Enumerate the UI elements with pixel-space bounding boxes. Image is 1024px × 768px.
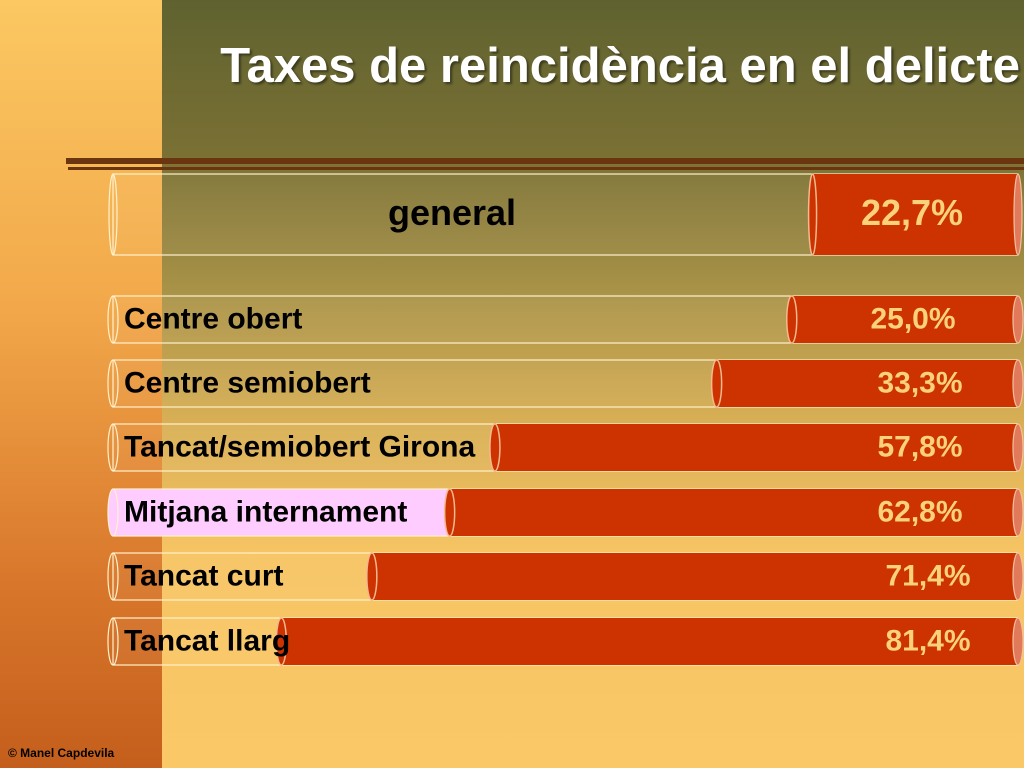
category-row-bar-end-cap [1012, 488, 1024, 537]
category-row-track-cap [107, 617, 119, 666]
category-row-bar-start-cap [786, 295, 798, 344]
summary-bar [812, 174, 1018, 255]
category-row-bar-end-cap [1012, 617, 1024, 666]
category-row-bar-start-cap [710, 359, 723, 408]
category-row-bar-end-cap [1012, 423, 1024, 472]
left-gradient-strip [0, 0, 162, 768]
summary-bar-start-cap [807, 173, 818, 256]
category-row-track-cap [107, 295, 119, 344]
category-row-bar-end-cap [1012, 295, 1024, 344]
category-row-bar-end-cap [1012, 359, 1024, 408]
category-row-track-cap [107, 423, 119, 472]
category-row-label: Mitjana internament [124, 495, 407, 528]
title-divider [66, 158, 1024, 164]
category-row-bar-start-cap [366, 552, 378, 601]
summary-bar-end-cap [1013, 173, 1023, 256]
page-title: Taxes de reincidència en el delicte [220, 39, 1020, 93]
category-row-label: Tancat llarg [124, 624, 290, 657]
summary-value-label: 22,7% [861, 192, 963, 233]
category-row-bar-end-cap [1012, 552, 1024, 601]
category-row-value-label: 33,3% [877, 366, 962, 399]
category-row-value-label: 62,8% [877, 495, 962, 528]
category-row-value-label: 25,0% [870, 302, 955, 335]
summary-label: general [388, 192, 516, 233]
category-row-bar [791, 296, 1018, 343]
category-row-label: Tancat curt [124, 559, 283, 592]
summary-track-cap [108, 173, 118, 256]
category-row-bar-start-cap [275, 617, 288, 666]
category-row-label: Tancat/semiobert Girona [124, 430, 476, 463]
category-row-value-label: 57,8% [877, 430, 962, 463]
category-row-label: Centre obert [124, 302, 302, 335]
category-row-track-cap [107, 488, 119, 537]
category-row-bar [494, 424, 1018, 471]
category-row-value-label: 81,4% [885, 624, 970, 657]
category-row-bar [716, 360, 1018, 407]
category-row-track-cap [107, 359, 119, 408]
category-row-label: Centre semiobert [124, 366, 371, 399]
category-row-bar [371, 553, 1019, 600]
category-row-bar-start-cap [443, 488, 456, 537]
category-row-bar-start-cap [489, 423, 501, 472]
title-divider-thin [68, 167, 1024, 170]
category-row-bar [281, 618, 1019, 665]
category-row-track-cap [107, 552, 119, 601]
copyright-footer: © Manel Capdevila [8, 746, 115, 760]
category-row-value-label: 71,4% [885, 559, 970, 592]
category-row-bar [449, 489, 1018, 536]
